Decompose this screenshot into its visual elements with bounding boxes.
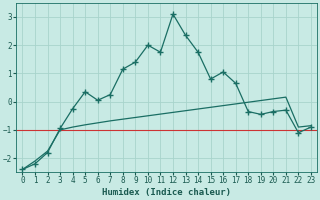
X-axis label: Humidex (Indice chaleur): Humidex (Indice chaleur) — [102, 188, 231, 197]
